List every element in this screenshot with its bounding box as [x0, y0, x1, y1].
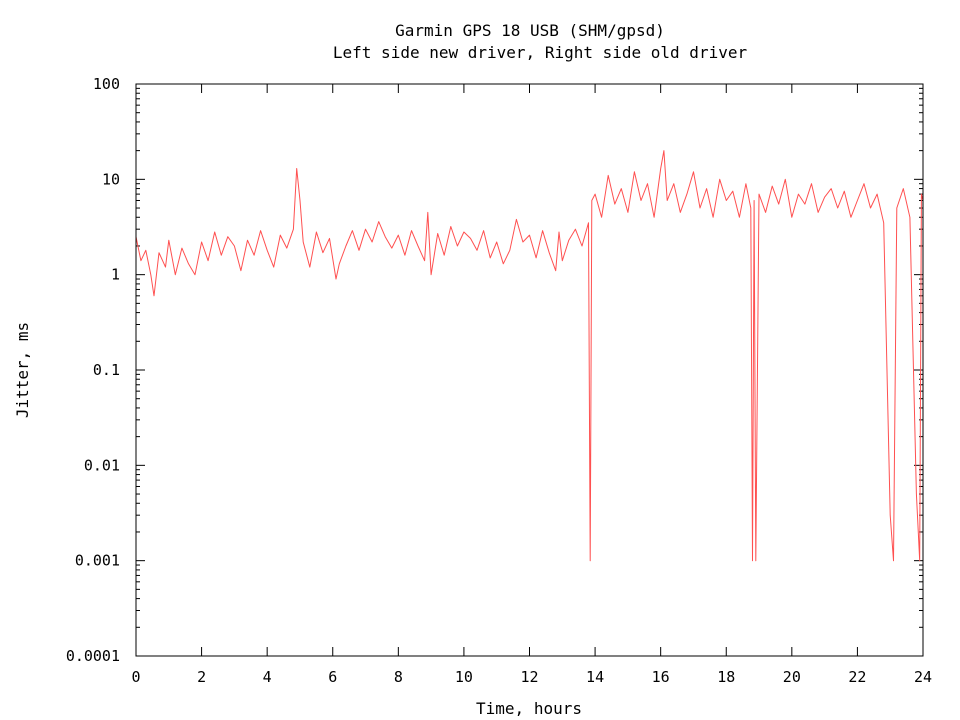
x-tick-label: 4 [263, 668, 272, 686]
y-tick-label: 0.1 [93, 361, 120, 379]
x-tick-label: 22 [848, 668, 866, 686]
x-tick-label: 10 [455, 668, 473, 686]
y-tick-labels: 0.0001 0.001 0.01 0.1 1 10 100 [66, 75, 120, 665]
x-tick-label: 20 [783, 668, 801, 686]
y-tick-label: 0.0001 [66, 647, 120, 665]
x-tick-label: 0 [131, 668, 140, 686]
y-axis-label: Jitter, ms [13, 322, 32, 418]
x-tick-label: 2 [197, 668, 206, 686]
y-tick-label: 10 [102, 170, 120, 188]
x-tick-label: 18 [717, 668, 735, 686]
series-layer [135, 150, 924, 562]
y-tick-label: 100 [93, 75, 120, 93]
x-tick-label: 14 [586, 668, 604, 686]
chart-title: Garmin GPS 18 USB (SHM/gpsd) [395, 21, 665, 40]
x-tick-label: 12 [520, 668, 538, 686]
chart-subtitle: Left side new driver, Right side old dri… [333, 43, 748, 62]
y-tick-label: 0.001 [75, 552, 120, 570]
x-tick-label: 8 [394, 668, 403, 686]
x-axis-label: Time, hours [476, 699, 582, 718]
plot-frame [135, 83, 924, 657]
x-tick-label: 6 [328, 668, 337, 686]
y-tick-label: 1 [111, 266, 120, 284]
series-line-0 [135, 150, 924, 562]
x-tick-label: 24 [914, 668, 932, 686]
x-tick-label: 16 [652, 668, 670, 686]
x-tick-labels: 0 2 4 6 8 10 12 14 16 18 20 22 24 [131, 668, 932, 686]
axis-ticks [135, 83, 924, 657]
y-tick-label: 0.01 [84, 456, 120, 474]
